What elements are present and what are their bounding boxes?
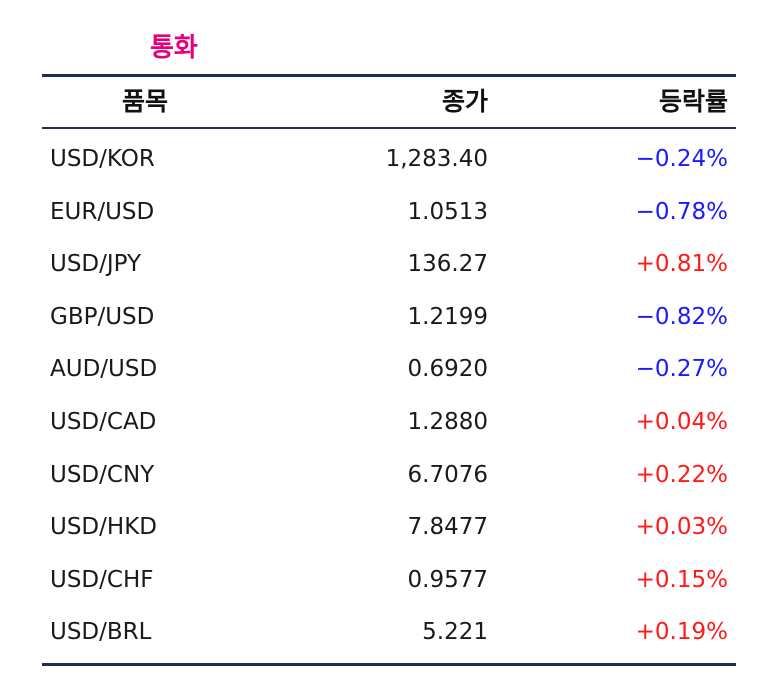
page-title: 통화 [150,33,198,63]
row-close: 1.2199 [407,303,488,330]
row-change: +0.03% [635,514,728,541]
row-change: −0.27% [635,356,728,383]
row-close: 136.27 [407,251,488,278]
row-close: 1.2880 [407,408,488,435]
column-header-close: 종가 [441,87,488,116]
row-close: 7.8477 [407,514,488,541]
row-change: +0.15% [635,566,728,593]
row-change: +0.19% [635,619,728,646]
table-row: USD/HKD 7.8477 +0.03% [42,501,736,554]
currency-table: 품목 종가 등락률 USD/KOR 1,283.40 −0.24% EUR/US… [42,74,736,666]
table-row: USD/BRL 5.221 +0.19% [42,606,736,659]
table-body: USD/KOR 1,283.40 −0.24% EUR/USD 1.0513 −… [42,129,736,663]
table-row: USD/JPY 136.27 +0.81% [42,238,736,291]
table-header: 품목 종가 등락률 [42,77,736,127]
row-change: −0.82% [635,303,728,330]
table-header-rule [42,127,736,129]
row-item: USD/KOR [50,146,155,172]
table-row: USD/CNY 6.7076 +0.22% [42,449,736,502]
row-item: AUD/USD [50,356,158,383]
row-close: 5.221 [422,619,488,646]
table-bottom-rule [42,662,736,666]
row-item: USD/HKD [50,514,157,541]
row-item: USD/CNY [50,461,155,488]
table-row: USD/KOR 1,283.40 −0.24% [42,133,736,186]
row-item: EUR/USD [50,198,155,225]
row-item: USD/BRL [50,619,152,646]
row-close: 0.9577 [407,566,488,593]
row-close: 1.0513 [407,198,488,225]
row-change: −0.78% [635,198,728,225]
row-change: +0.22% [635,461,728,488]
row-change: −0.24% [635,146,728,172]
table-row: USD/CAD 1.2880 +0.04% [42,396,736,449]
table-row: AUD/USD 0.6920 −0.27% [42,343,736,396]
row-item: USD/JPY [50,251,142,278]
row-close: 1,283.40 [385,146,488,172]
row-change: +0.04% [635,408,728,435]
row-close: 6.7076 [407,461,488,488]
row-item: GBP/USD [50,303,155,330]
row-change: +0.81% [635,251,728,278]
table-row: EUR/USD 1.0513 −0.78% [42,186,736,239]
table-row: GBP/USD 1.2199 −0.82% [42,291,736,344]
column-header-item: 품목 [122,87,169,116]
row-item: USD/CAD [50,408,157,435]
table-top-rule [42,74,736,77]
table-row: USD/CHF 0.9577 +0.15% [42,554,736,607]
row-item: USD/CHF [50,566,154,593]
row-close: 0.6920 [407,356,488,383]
column-header-change: 등락률 [658,87,728,116]
